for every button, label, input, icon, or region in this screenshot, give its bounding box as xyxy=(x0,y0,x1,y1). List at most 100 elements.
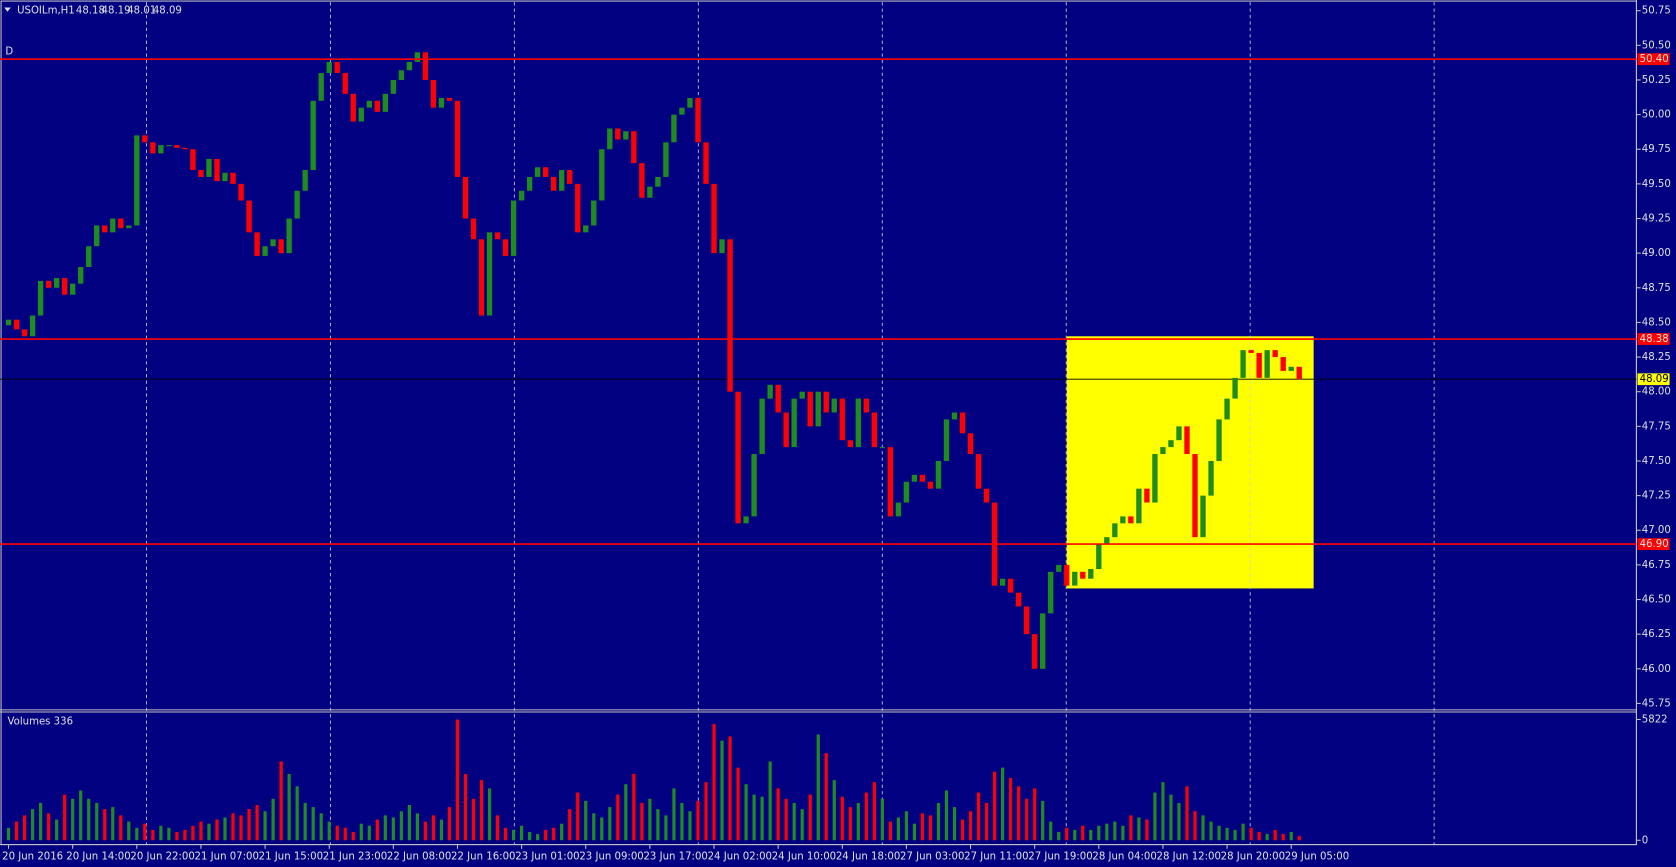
candle-body xyxy=(799,391,805,399)
candle-body xyxy=(166,145,172,147)
level-label: 50.40 xyxy=(1640,54,1669,65)
candle-body xyxy=(430,79,437,108)
candle-body xyxy=(1288,366,1294,371)
candle-body xyxy=(1216,419,1222,461)
y-tick-label: 48.75 xyxy=(1642,283,1671,294)
candle-body xyxy=(807,391,813,427)
current-price-box xyxy=(1637,373,1670,386)
candle-body xyxy=(831,398,837,413)
candle-body xyxy=(334,61,340,74)
candle-body xyxy=(1080,571,1086,579)
x-tick-label: 20 Jun 22:00 xyxy=(130,851,194,862)
header-value: 48.01 xyxy=(127,6,156,17)
candle-body xyxy=(1192,454,1198,538)
y-tick-label: 49.00 xyxy=(1642,248,1671,259)
candle-body xyxy=(230,172,236,184)
candle-body xyxy=(839,398,845,441)
candle-body xyxy=(1015,592,1022,607)
y-tick-label: 47.50 xyxy=(1642,456,1671,467)
candle-body xyxy=(222,172,228,182)
candle-body xyxy=(150,142,156,154)
y-tick-label: 49.25 xyxy=(1642,214,1671,225)
candle-body xyxy=(61,278,68,295)
candle-body xyxy=(719,239,725,254)
candle-body xyxy=(254,232,260,256)
candle-body xyxy=(735,391,741,524)
candle-body xyxy=(358,107,364,122)
candle-body xyxy=(1176,426,1182,441)
y-tick-label: 49.50 xyxy=(1642,179,1671,190)
candle-body xyxy=(70,283,76,295)
candle-body xyxy=(1256,352,1262,378)
y-tick-label: 50.25 xyxy=(1642,75,1671,86)
candle-body xyxy=(86,246,92,268)
candle-body xyxy=(599,149,605,201)
candle-body xyxy=(542,167,549,177)
candle-body xyxy=(927,481,934,489)
y-tick-label: 47.75 xyxy=(1642,421,1671,432)
candle-body xyxy=(1136,488,1142,524)
y-tick-label: 45.75 xyxy=(1642,698,1671,709)
y-tick-label: 49.75 xyxy=(1642,144,1671,155)
candle-body xyxy=(326,61,332,74)
candle-body xyxy=(1032,634,1038,669)
candle-body xyxy=(414,52,421,62)
candle-body xyxy=(1088,569,1094,579)
candle-body xyxy=(559,170,565,191)
candle-body xyxy=(126,225,132,229)
volume-tick-label: 5822 xyxy=(1642,714,1668,725)
y-tick-label: 46.50 xyxy=(1642,595,1671,606)
candle-body xyxy=(406,61,413,71)
candle-body xyxy=(1144,488,1150,503)
candle-body xyxy=(262,246,268,256)
candle-body xyxy=(815,391,821,427)
candle-body xyxy=(5,319,12,326)
candle-body xyxy=(446,97,453,101)
candle-body xyxy=(711,183,717,254)
current-price-label: 48.09 xyxy=(1640,374,1669,385)
candle-body xyxy=(182,147,188,150)
candle-body xyxy=(350,93,356,122)
candle-body xyxy=(366,100,372,108)
candle-body xyxy=(919,474,926,482)
candle-body xyxy=(302,170,308,191)
candle-body xyxy=(1120,516,1126,524)
candle-body xyxy=(502,239,509,256)
candle-body xyxy=(551,176,557,191)
candle-body xyxy=(1007,578,1014,593)
symbol-label: USOILm,H1 xyxy=(17,6,75,17)
candle-body xyxy=(567,170,573,184)
candle-body xyxy=(1224,398,1230,420)
x-tick-label: 20 Jun 14:00 xyxy=(66,851,130,862)
candle-body xyxy=(1048,571,1054,614)
candle-body xyxy=(1104,537,1110,545)
x-tick-label: 20 Jun 2016 xyxy=(2,851,63,862)
candle-body xyxy=(1056,564,1062,572)
header-value: 48.09 xyxy=(153,6,182,17)
candle-body xyxy=(951,412,958,420)
y-tick-label: 50.50 xyxy=(1642,40,1671,51)
y-tick-label: 46.00 xyxy=(1642,664,1671,675)
candle-body xyxy=(478,239,485,316)
candle-body xyxy=(294,190,300,219)
candle-body xyxy=(310,100,316,171)
x-tick-label: 28 Jun 20:00 xyxy=(1221,851,1285,862)
candle-body xyxy=(1152,454,1158,503)
candle-body xyxy=(94,225,100,247)
candle-body xyxy=(454,100,461,177)
x-tick-label: 24 Jun 10:00 xyxy=(772,851,836,862)
candle-body xyxy=(382,93,389,112)
candle-body xyxy=(631,131,637,164)
x-tick-label: 22 Jun 08:00 xyxy=(387,851,451,862)
candle-body xyxy=(1272,350,1278,358)
candle-body xyxy=(198,170,204,177)
candle-body xyxy=(110,218,116,233)
candle-body xyxy=(494,232,501,240)
candle-body xyxy=(1280,357,1286,371)
candle-body xyxy=(575,183,581,233)
candle-body xyxy=(118,218,124,229)
x-tick-label: 24 Jun 02:00 xyxy=(708,851,772,862)
candle-body xyxy=(438,97,445,108)
candle-body xyxy=(190,149,196,171)
header-arrow xyxy=(4,7,11,12)
